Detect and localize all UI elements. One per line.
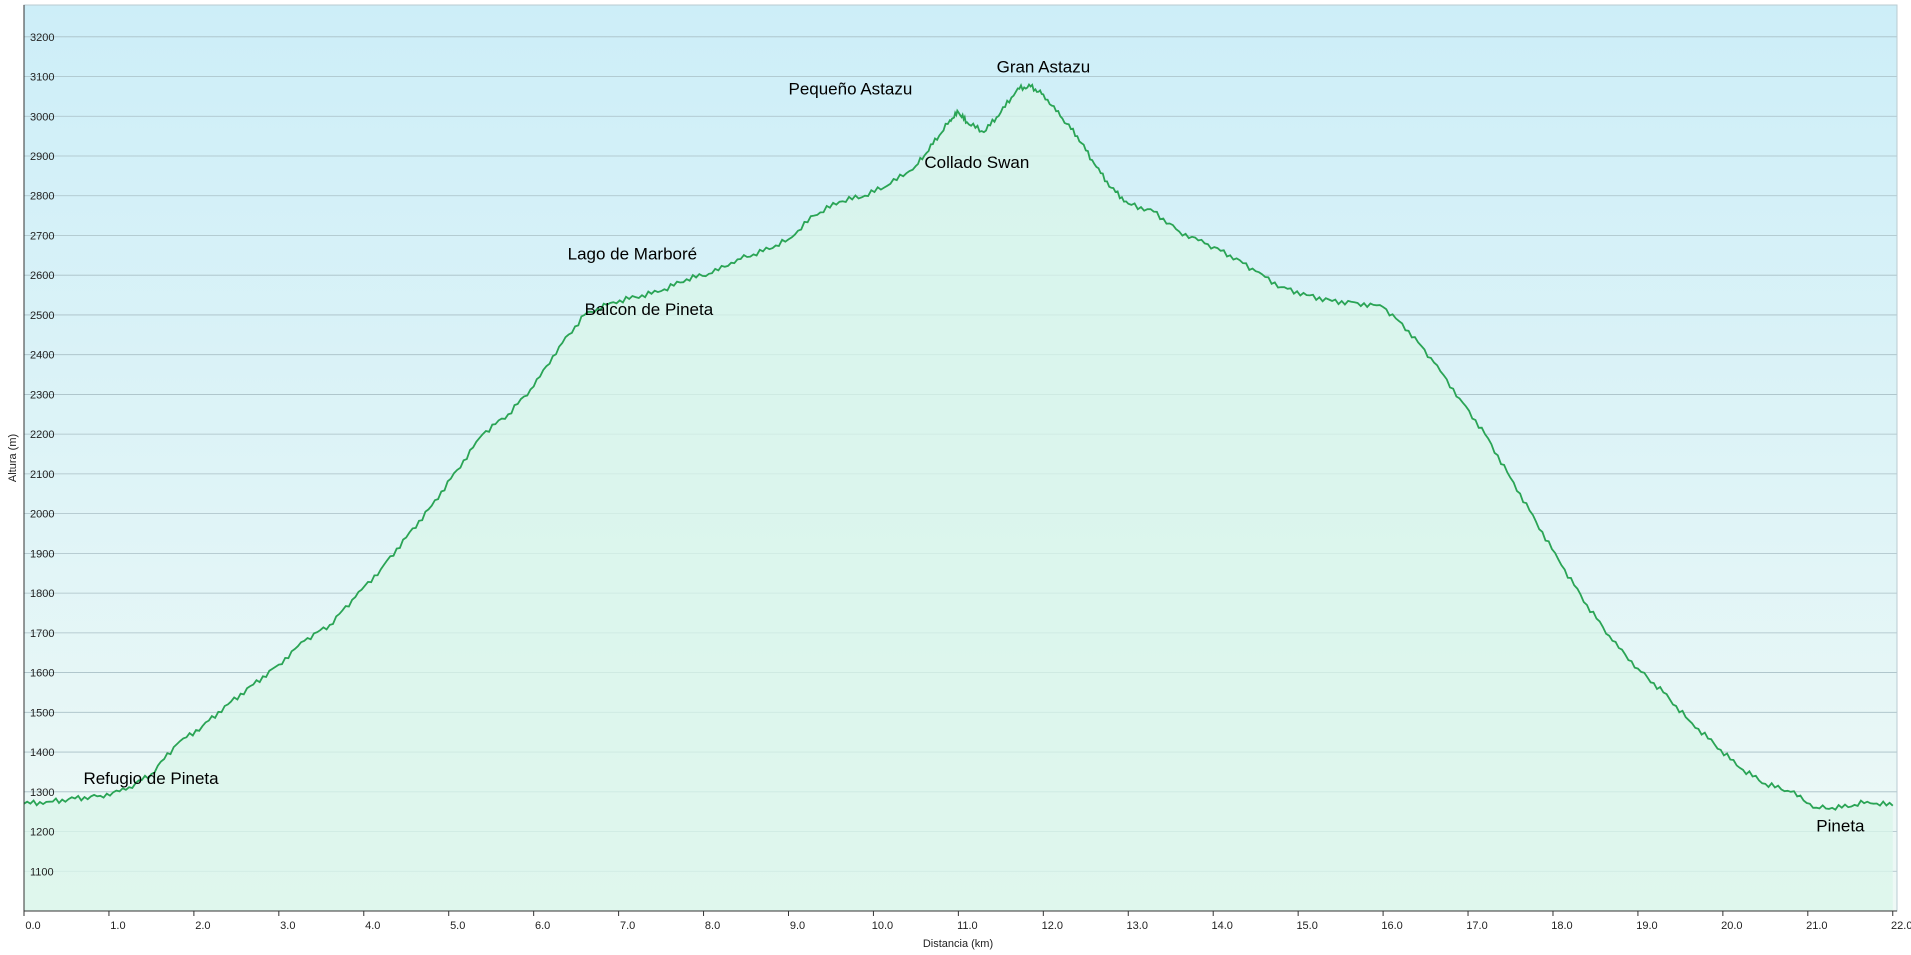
y-tick-label: 3000: [30, 111, 54, 123]
elevation-area: [24, 84, 1893, 912]
x-axis-title: Distancia (km): [923, 938, 993, 950]
y-tick-label: 1600: [30, 668, 54, 680]
x-tick-label: 12.0: [1042, 920, 1063, 932]
x-tick-label: 3.0: [280, 920, 295, 932]
x-tick-label: 6.0: [535, 920, 550, 932]
y-tick-label: 1300: [30, 787, 54, 799]
y-tick-label: 1800: [30, 588, 54, 600]
y-tick-label: 2200: [30, 429, 54, 441]
y-tick-label: 2700: [30, 230, 54, 242]
x-tick-label: 11.0: [957, 920, 978, 932]
y-axis-title: Altura (m): [7, 434, 19, 482]
y-tick-label: 1400: [30, 747, 54, 759]
y-tick-label: 2600: [30, 270, 54, 282]
x-tick-label: 17.0: [1466, 920, 1487, 932]
y-tick-label: 1900: [30, 548, 54, 560]
x-tick-label: 13.0: [1127, 920, 1148, 932]
y-tick-label: 2000: [30, 509, 54, 521]
x-tick-label: 15.0: [1296, 920, 1317, 932]
x-tick-label: 14.0: [1211, 920, 1232, 932]
y-tick-label: 2400: [30, 350, 54, 362]
y-tick-label: 2500: [30, 310, 54, 322]
y-tick-label: 2900: [30, 151, 54, 163]
y-tick-label: 1500: [30, 707, 54, 719]
y-tick-label: 1700: [30, 628, 54, 640]
y-tick-label: 3200: [30, 32, 54, 44]
y-tick-label: 1100: [30, 866, 54, 878]
x-tick-label: 2.0: [195, 920, 210, 932]
x-tick-label: 20.0: [1721, 920, 1742, 932]
annotation-label: Balcon de Pineta: [585, 300, 714, 319]
x-tick-label: 8.0: [705, 920, 720, 932]
x-tick-label: 0.0: [25, 920, 40, 932]
x-tick-label: 1.0: [110, 920, 125, 932]
x-axis-ticks: 0.0 1.0 2.0 3.0 4.0 5.0 6.0 7.0 8.0 9.0 10.0 11.0 12…: [23, 911, 1911, 932]
annotation-label: Pineta: [1816, 817, 1865, 836]
y-tick-label: 2100: [30, 469, 54, 481]
x-tick-label: 5.0: [450, 920, 465, 932]
x-tick-label: 7.0: [620, 920, 635, 932]
y-axis-ticks: 1100 1200 1300 1400 1500 1600 1700 1800 1900 2000…: [30, 32, 54, 878]
x-tick-label: 16.0: [1381, 920, 1402, 932]
elevation-line: [23, 83, 1894, 811]
x-tick-label: 10.0: [872, 920, 893, 932]
x-tick-label: 18.0: [1551, 920, 1572, 932]
annotation-label: Refugio de Pineta: [83, 769, 219, 788]
annotation-label: Collado Swan: [924, 153, 1029, 172]
y-tick-label: 2300: [30, 389, 54, 401]
x-tick-label: 4.0: [365, 920, 380, 932]
y-tick-label: 2800: [30, 191, 54, 203]
x-tick-label: 22.0: [1891, 920, 1911, 932]
annotation-label: Gran Astazu: [997, 58, 1091, 77]
x-tick-label: 21.0: [1806, 920, 1827, 932]
annotations: Gran Astazu Pequeño Astazu Collado Swan Lag…: [83, 58, 1865, 836]
annotation-label: Pequeño Astazu: [788, 79, 912, 98]
y-tick-label: 1200: [30, 827, 54, 839]
y-tick-label: 3100: [30, 72, 54, 84]
x-tick-label: 9.0: [790, 920, 805, 932]
x-tick-label: 19.0: [1636, 920, 1657, 932]
annotation-label: Lago de Marboré: [568, 244, 697, 263]
